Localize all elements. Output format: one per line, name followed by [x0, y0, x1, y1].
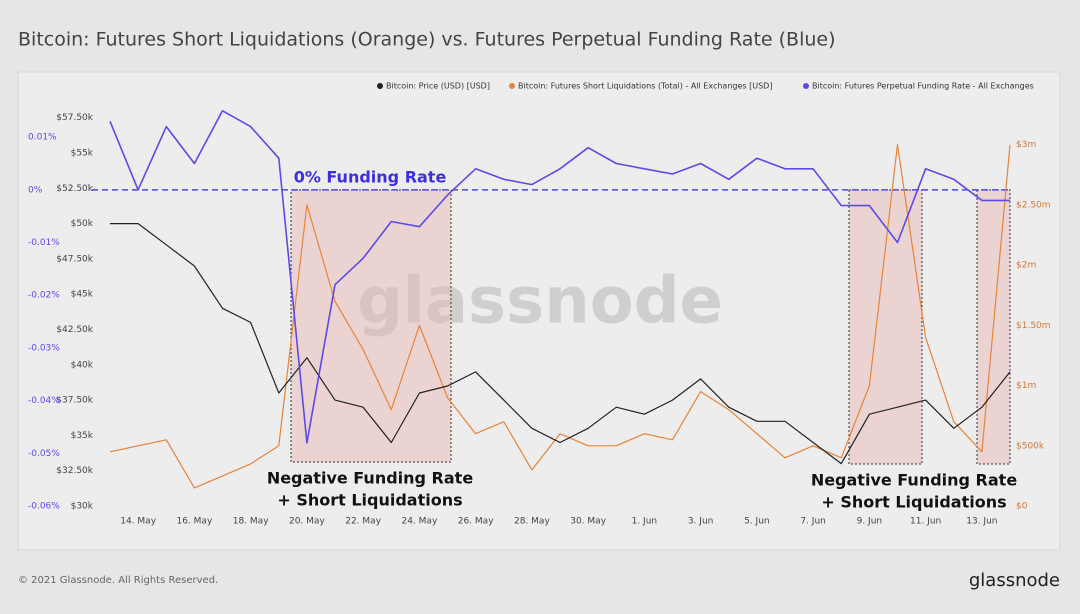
x-tick-label: 20. May	[289, 517, 325, 527]
x-tick-label: 26. May	[458, 517, 494, 527]
y-tick-label: $57.50k	[56, 113, 93, 123]
x-tick-label: 30. May	[570, 517, 606, 527]
y-tick-label: $50k	[71, 219, 94, 229]
panel	[17, 71, 1061, 551]
series-line	[109, 110, 1010, 444]
y-tick-label: $3m	[1016, 140, 1036, 150]
y-tick-label: $40k	[71, 360, 94, 370]
y-tick-label: $500k	[1016, 441, 1045, 451]
copyright: © 2021 Glassnode. All Rights Reserved.	[18, 575, 218, 586]
y-tick-label: -0.04%	[28, 396, 60, 406]
y-tick-label: $35k	[71, 431, 94, 441]
y-tick-label: $2m	[1016, 261, 1036, 271]
legend-swatch	[509, 83, 515, 89]
annotation: + Short Liquidations	[277, 491, 462, 510]
legend-swatch	[377, 83, 383, 89]
y-tick-label: 0%	[28, 185, 43, 195]
x-tick-label: 28. May	[514, 517, 550, 527]
y-tick-label: $32.50k	[56, 466, 93, 476]
x-tick-label: 9. Jun	[857, 517, 883, 527]
x-tick-label: 22. May	[345, 517, 381, 527]
y-tick-label: $1m	[1016, 381, 1036, 391]
x-tick-label: 18. May	[233, 517, 269, 527]
x-tick-label: 1. Jun	[632, 517, 658, 527]
x-tick-label: 16. May	[176, 517, 212, 527]
legend-label: Bitcoin: Futures Perpetual Funding Rate …	[812, 82, 1034, 91]
y-tick-label: $30k	[71, 502, 94, 512]
region	[848, 189, 923, 465]
x-tick-label: 7. Jun	[800, 517, 826, 527]
reference-label: 0% Funding Rate	[294, 168, 447, 187]
x-tick-label: 3. Jun	[688, 517, 714, 527]
legend-label: Bitcoin: Price (USD) [USD]	[386, 82, 490, 91]
y-tick-label: $0	[1016, 502, 1028, 512]
y-tick-label: -0.03%	[28, 343, 60, 353]
y-tick-label: $1.50m	[1016, 321, 1051, 331]
logo: glassnode	[969, 570, 1060, 591]
watermark: glassnode	[357, 265, 723, 339]
x-tick-label: 13. Jun	[966, 517, 997, 527]
y-tick-label: -0.01%	[28, 238, 60, 248]
y-tick-label: -0.06%	[28, 502, 60, 512]
x-tick-label: 11. Jun	[910, 517, 941, 527]
y-tick-label: $37.50k	[56, 396, 93, 406]
x-tick-label: 24. May	[401, 517, 437, 527]
y-tick-label: $52.50k	[56, 184, 93, 194]
annotation: + Short Liquidations	[821, 493, 1006, 512]
y-tick-label: -0.05%	[28, 449, 60, 459]
y-tick-label: $47.50k	[56, 254, 93, 264]
y-tick-label: $42.50k	[56, 325, 93, 335]
chart-title: Bitcoin: Futures Short Liquidations (Ora…	[18, 29, 836, 51]
series-line	[109, 144, 1011, 489]
y-tick-label: $55k	[71, 149, 94, 159]
legend-swatch	[803, 83, 809, 89]
annotation: Negative Funding Rate	[811, 471, 1018, 490]
y-tick-label: 0.01%	[28, 133, 57, 143]
series-line	[110, 223, 1011, 465]
x-tick-label: 14. May	[120, 517, 156, 527]
annotation: Negative Funding Rate	[267, 469, 474, 488]
x-tick-label: 5. Jun	[744, 517, 770, 527]
y-tick-label: $2.50m	[1016, 200, 1051, 210]
y-tick-label: -0.02%	[28, 291, 60, 301]
legend-label: Bitcoin: Futures Short Liquidations (Tot…	[518, 82, 772, 91]
y-tick-label: $45k	[71, 290, 94, 300]
